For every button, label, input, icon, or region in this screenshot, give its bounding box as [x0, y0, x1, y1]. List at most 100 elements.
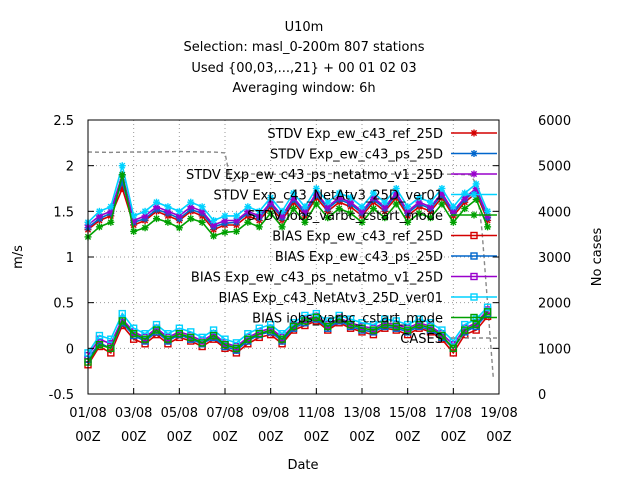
stdv-data-point	[301, 218, 309, 226]
stdv-series-4	[84, 171, 492, 241]
stdv-data-point	[164, 218, 172, 226]
legend-marker	[470, 272, 478, 281]
stdv-data-point	[175, 224, 183, 232]
series-layer	[84, 162, 492, 369]
y-tick-label: 0.5	[53, 297, 74, 312]
x-tick-label-hour: 00Z	[212, 430, 238, 445]
bias-data-point	[472, 320, 480, 329]
stdv-data-point	[392, 200, 400, 208]
legend-label: STDV Exp_c43_NetAtv3_25D_ver01	[213, 189, 443, 204]
bias-data-point	[175, 330, 184, 338]
stdv-data-point	[484, 212, 492, 220]
stdv-data-point	[130, 212, 138, 220]
legend: STDV Exp_ew_c43_ref_25D STDV Exp_ew_c43_p…	[186, 127, 497, 347]
bias-data-point	[107, 344, 115, 353]
stdv-data-point	[278, 223, 286, 231]
stdv-data-point	[187, 215, 195, 223]
stdv-data-point	[187, 198, 195, 206]
stdv-data-point	[187, 203, 195, 211]
stdv-data-point	[472, 180, 480, 188]
bias-series-4	[84, 308, 492, 366]
x-tick-label-date: 13/08	[343, 406, 380, 421]
legend-label: CASES	[400, 332, 443, 347]
y-tick-label: 0	[66, 342, 74, 357]
legend-label: BIAS Exp_c43_NetAtv3_25D_ver01	[218, 291, 443, 306]
stdv-data-point	[290, 205, 297, 213]
stdv-data-point	[438, 185, 446, 192]
stdv-data-point	[347, 194, 355, 202]
stdv-data-point	[347, 198, 355, 206]
legend-label: BIAS iobs_varbc_cstart_mode	[252, 312, 443, 327]
chart-subtitle-selection: Selection: masl_0-200m 807 stations	[183, 40, 425, 55]
stdv-data-point	[244, 207, 252, 215]
bias-data-point	[438, 331, 446, 340]
bias-data-point	[415, 320, 423, 329]
bias-data-point	[152, 326, 161, 334]
stdv-data-point	[404, 207, 412, 215]
stdv-data-point	[324, 198, 332, 206]
y2-tick-label: 2000	[538, 297, 571, 312]
stdv-data-point	[461, 205, 469, 213]
y2-tick-label: 4000	[538, 205, 571, 220]
x-tick-label-date: 09/08	[252, 406, 289, 421]
x-axis-label: Date	[287, 458, 318, 473]
stdv-data-point	[267, 194, 275, 202]
y-tick-label: 2.5	[53, 114, 74, 129]
stdv-data-point	[427, 198, 434, 206]
bias-data-point	[449, 349, 458, 357]
legend-marker	[470, 252, 478, 260]
bias-data-point	[118, 309, 126, 318]
bias-data-point	[164, 335, 172, 343]
y2-tick-label: 3000	[538, 251, 571, 266]
stdv-data-point	[198, 203, 206, 211]
stdv-data-point	[381, 198, 389, 206]
stdv-data-point	[427, 203, 434, 211]
stdv-data-point	[301, 203, 309, 211]
stdv-data-point	[369, 205, 377, 213]
x-tick-label-hour: 00Z	[167, 430, 193, 445]
stdv-data-point	[381, 214, 389, 222]
stdv-data-point	[324, 214, 332, 222]
stdv-data-point	[221, 212, 229, 220]
bias-data-point	[483, 303, 492, 311]
stdv-data-point	[312, 200, 320, 208]
x-tick-label-date: 17/08	[435, 406, 472, 421]
cases-layer	[87, 150, 494, 379]
stdv-data-point	[404, 218, 412, 226]
bias-data-point	[255, 330, 263, 338]
bias-data-point	[381, 320, 389, 329]
bias-data-point	[358, 324, 366, 332]
x-tick-label-date: 05/08	[161, 406, 198, 421]
stdv-data-point	[449, 203, 457, 211]
legend-label: BIAS Exp_ew_c43_ps_25D	[275, 250, 443, 265]
stdv-data-point	[153, 198, 160, 206]
stdv-data-point	[198, 218, 206, 226]
stdv-data-point	[335, 189, 343, 197]
bias-data-point	[449, 344, 458, 353]
stdv-data-point	[175, 207, 183, 215]
bias-data-point	[289, 322, 298, 331]
stdv-data-point	[244, 218, 252, 226]
legend-marker	[470, 313, 478, 322]
legend-label: BIAS Exp_ew_c43_ps_netatmo_v1_25D	[191, 271, 443, 286]
bias-data-point	[278, 335, 286, 343]
y2-tick-label: 6000	[538, 114, 571, 129]
stdv-data-point	[404, 203, 412, 211]
bias-data-point	[403, 326, 412, 334]
stdv-data-point	[461, 189, 469, 197]
legend-label: STDV Exp_ew_c43_ref_25D	[267, 127, 443, 142]
bias-data-point	[266, 326, 275, 334]
x-tick-label-hour: 00Z	[304, 430, 330, 445]
bias-data-point	[107, 349, 115, 357]
x-tick-label-date: 07/08	[206, 406, 243, 421]
bias-data-point	[426, 324, 435, 332]
stdv-data-point	[210, 221, 218, 229]
x-tick-label-hour: 00Z	[258, 430, 284, 445]
stdv-data-point	[95, 212, 103, 220]
stdv-data-point	[267, 209, 275, 217]
y2-tick-label: 0	[538, 388, 546, 403]
bias-data-point	[187, 333, 195, 342]
y2-axis-label: No cases	[590, 228, 605, 287]
stdv-data-point	[449, 218, 457, 226]
